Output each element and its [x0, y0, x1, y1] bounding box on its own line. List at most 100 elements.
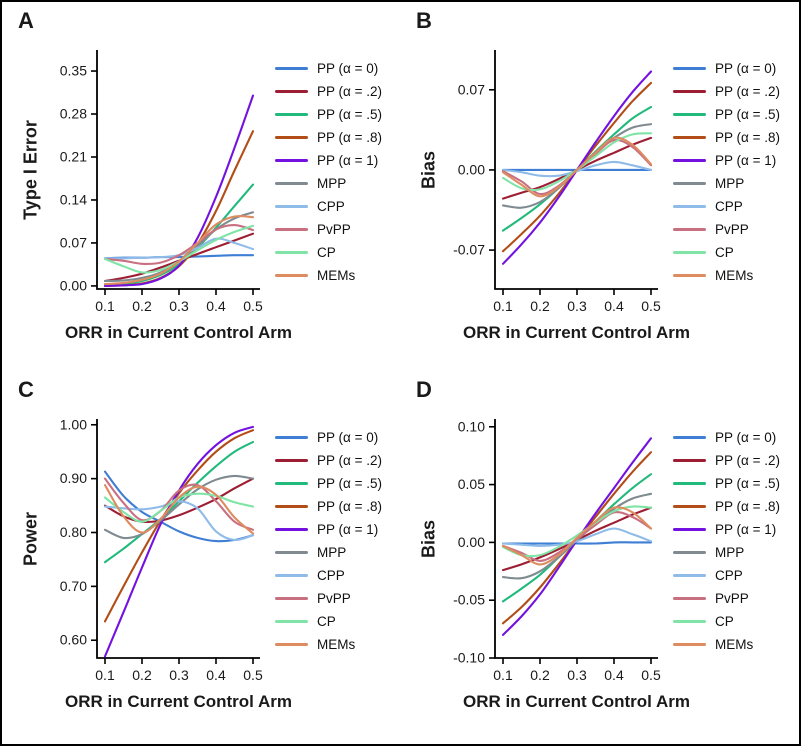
legend-item-label: PP (α = 1) — [715, 522, 777, 537]
plot-area: 0.60 0.70 0.80 0.90 1.00 0.1 0.2 0.3 0.4 0.5 — [60, 416, 263, 683]
legend: PP (α = 0) PP (α = .2) PP (α = .5) PP (α = … — [673, 426, 780, 656]
panel-a: A Type I Error 0.00 0.07 0.14 0.21 0.28 0.35 0… — [2, 2, 402, 375]
legend-item: PvPP — [275, 587, 382, 610]
legend-item-label: CPP — [715, 568, 743, 583]
legend-swatch-line — [275, 67, 308, 70]
legend-item-label: PP (α = .5) — [715, 476, 780, 491]
legend-swatch-line — [275, 113, 308, 116]
legend-swatch-line — [673, 551, 706, 554]
svg-text:0.5: 0.5 — [641, 298, 661, 314]
legend-item: MEMs — [673, 633, 780, 656]
legend-item-label: PP (α = .8) — [715, 499, 780, 514]
legend-item-label: PvPP — [317, 591, 351, 606]
svg-text:0.1: 0.1 — [95, 298, 115, 314]
legend-item-label: PP (α = 0) — [317, 61, 379, 76]
svg-text:0.2: 0.2 — [530, 667, 550, 683]
svg-text:-0.07: -0.07 — [453, 242, 485, 258]
legend-item: CPP — [673, 195, 780, 218]
svg-text:0.3: 0.3 — [567, 667, 587, 683]
legend: PP (α = 0) PP (α = .2) PP (α = .5) PP (α = … — [673, 57, 780, 287]
x-axis-title: ORR in Current Control Arm — [463, 323, 690, 342]
legend-item-label: PP (α = .8) — [715, 130, 780, 145]
legend-item: CPP — [275, 564, 382, 587]
legend-item: PP (α = 1) — [275, 149, 382, 172]
panel-b: B Bias -0.07 0.00 0.07 0.1 0.2 0.3 0.4 0.5 PP (… — [400, 2, 799, 375]
x-axis-title: ORR in Current Control Arm — [65, 692, 292, 711]
legend: PP (α = 0) PP (α = .2) PP (α = .5) PP (α = … — [275, 57, 382, 287]
legend-item-label: PP (α = 0) — [715, 430, 777, 445]
legend-item-label: MEMs — [715, 268, 754, 283]
legend-item: PvPP — [275, 218, 382, 241]
legend-swatch-line — [275, 274, 308, 277]
legend-swatch-line — [275, 436, 308, 439]
legend-swatch-line — [275, 182, 308, 185]
svg-text:0.1: 0.1 — [95, 667, 115, 683]
legend-item: PP (α = 0) — [275, 57, 382, 80]
legend-item: CP — [275, 610, 382, 633]
svg-text:0.60: 0.60 — [60, 632, 87, 648]
legend-swatch-line — [673, 251, 706, 254]
x-axis-title: ORR in Current Control Arm — [65, 323, 292, 342]
legend-item: PP (α = .5) — [275, 472, 382, 495]
legend-item-label: CP — [715, 245, 734, 260]
svg-text:0.90: 0.90 — [60, 470, 87, 486]
legend-item-label: CPP — [317, 199, 345, 214]
legend-item-label: PP (α = .5) — [317, 476, 382, 491]
legend-item: PP (α = .2) — [673, 449, 780, 472]
legend-item-label: PP (α = 1) — [317, 153, 379, 168]
legend-item: CP — [275, 241, 382, 264]
svg-text:0.70: 0.70 — [60, 578, 87, 594]
legend-item-label: PP (α = .8) — [317, 130, 382, 145]
legend-item: MEMs — [275, 633, 382, 656]
legend-item: PP (α = .5) — [673, 103, 780, 126]
svg-text:0.3: 0.3 — [567, 298, 587, 314]
legend-item: PvPP — [673, 218, 780, 241]
legend-item: MPP — [275, 541, 382, 564]
legend-item-label: PP (α = 0) — [715, 61, 777, 76]
legend-item: PP (α = .8) — [673, 495, 780, 518]
legend-swatch-line — [275, 643, 308, 646]
legend-item: PP (α = 1) — [673, 518, 780, 541]
legend-item-label: PvPP — [715, 222, 749, 237]
legend-item-label: PP (α = .5) — [715, 107, 780, 122]
svg-text:0.4: 0.4 — [604, 667, 624, 683]
legend-swatch-line — [673, 182, 706, 185]
legend-swatch-line — [673, 528, 706, 531]
legend-item: PP (α = .2) — [275, 449, 382, 472]
svg-text:0.80: 0.80 — [60, 524, 87, 540]
legend-item-label: CP — [317, 614, 336, 629]
legend-swatch-line — [275, 159, 308, 162]
panel-letter: A — [18, 8, 34, 33]
legend-item: PP (α = 1) — [275, 518, 382, 541]
legend-item-label: PP (α = .8) — [317, 499, 382, 514]
svg-text:0.3: 0.3 — [169, 667, 189, 683]
legend-swatch-line — [275, 574, 308, 577]
svg-text:0.2: 0.2 — [530, 298, 550, 314]
legend-swatch-line — [275, 505, 308, 508]
legend-item: PP (α = .8) — [275, 126, 382, 149]
legend-swatch-line — [673, 90, 706, 93]
svg-text:0.5: 0.5 — [243, 298, 263, 314]
svg-text:0.4: 0.4 — [206, 298, 226, 314]
svg-text:0.5: 0.5 — [641, 667, 661, 683]
legend-item: MEMs — [275, 264, 382, 287]
legend-item: CPP — [275, 195, 382, 218]
svg-text:0.05: 0.05 — [458, 476, 485, 492]
plot-area: -0.10 -0.05 0.00 0.05 0.10 0.1 0.2 0.3 0.4 0.5 — [453, 418, 661, 683]
legend-item: PP (α = .5) — [673, 472, 780, 495]
legend-swatch-line — [673, 505, 706, 508]
legend-swatch-line — [275, 528, 308, 531]
legend-item-label: CP — [715, 614, 734, 629]
legend-item: PP (α = .2) — [673, 80, 780, 103]
legend-swatch-line — [673, 274, 706, 277]
legend-item-label: MPP — [715, 176, 745, 191]
legend-swatch-line — [673, 113, 706, 116]
legend-item: CP — [673, 241, 780, 264]
legend-swatch-line — [673, 643, 706, 646]
legend-item-label: PP (α = .5) — [317, 107, 382, 122]
legend-swatch-line — [673, 574, 706, 577]
legend-swatch-line — [673, 136, 706, 139]
legend-swatch-line — [673, 228, 706, 231]
svg-text:0.1: 0.1 — [493, 667, 513, 683]
svg-text:0.2: 0.2 — [132, 667, 152, 683]
